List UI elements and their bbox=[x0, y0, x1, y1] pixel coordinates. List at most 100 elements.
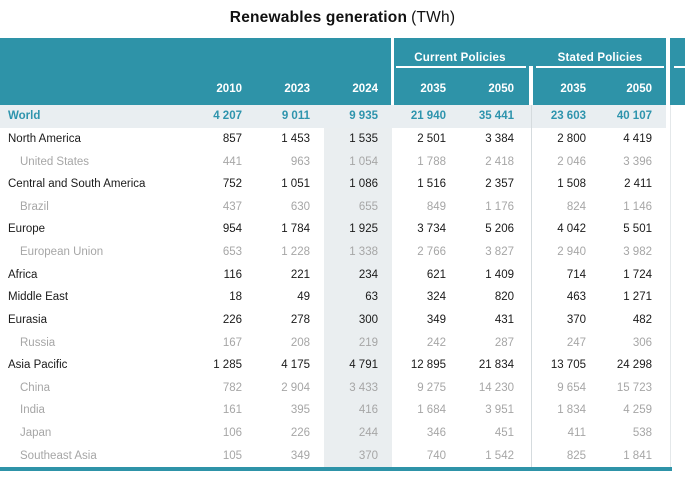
row-value: 395 bbox=[290, 404, 310, 417]
row-value: 451 bbox=[494, 427, 514, 440]
row-value: 740 bbox=[426, 449, 446, 462]
row-value: 4 042 bbox=[557, 223, 586, 236]
col-header-cp-2050: 2050 bbox=[488, 82, 514, 95]
header-divider-historical bbox=[391, 38, 394, 105]
spacer bbox=[666, 331, 685, 354]
body-right-divider-line bbox=[670, 105, 671, 467]
group-current-policies: Current Policies bbox=[414, 52, 506, 64]
row-value: 9 011 bbox=[256, 105, 324, 128]
row-value: 9 275 bbox=[417, 381, 446, 394]
row-value: 1 271 bbox=[623, 291, 652, 304]
current-policies-underline bbox=[396, 66, 526, 68]
row-value: 1 542 bbox=[485, 449, 514, 462]
row-value: 247 bbox=[566, 336, 586, 349]
row-value: 441 bbox=[222, 155, 242, 168]
row-value: 630 bbox=[290, 200, 310, 213]
table-row: European Union 653 1 228 1 338 2 766 3 8… bbox=[0, 240, 685, 264]
row-value: 208 bbox=[290, 336, 310, 349]
row-value: 431 bbox=[494, 313, 514, 326]
spacer bbox=[666, 196, 685, 219]
col-header-2023: 2023 bbox=[284, 82, 310, 95]
row-label: Brazil bbox=[20, 200, 49, 213]
row-value: 9 654 bbox=[557, 381, 586, 394]
row-value: 18 bbox=[229, 291, 242, 304]
stated-policies-underline bbox=[536, 66, 664, 68]
row-value: 116 bbox=[223, 268, 242, 281]
row-value: 714 bbox=[566, 268, 586, 281]
row-value: 13 705 bbox=[550, 359, 586, 372]
header-divider-right bbox=[666, 38, 670, 105]
row-value: 1 925 bbox=[324, 218, 392, 241]
row-value: 349 bbox=[426, 313, 446, 326]
row-value: 370 bbox=[324, 444, 392, 467]
row-value: 105 bbox=[222, 449, 242, 462]
row-label: Middle East bbox=[8, 291, 69, 304]
spacer bbox=[666, 354, 685, 377]
row-value: 234 bbox=[324, 263, 392, 286]
row-label: India bbox=[20, 404, 45, 417]
row-value: 12 895 bbox=[410, 359, 446, 372]
row-value: 324 bbox=[426, 291, 446, 304]
scenario-group-row: Current Policies Stated Policies bbox=[0, 38, 685, 66]
row-label: Southeast Asia bbox=[20, 449, 97, 462]
table-row: World 4 207 9 011 9 935 21 940 35 441 23… bbox=[0, 105, 685, 128]
spacer bbox=[666, 128, 685, 151]
table-row: Africa 116 221 234 621 1 409 714 1 724 bbox=[0, 263, 685, 286]
row-value: 3 384 bbox=[485, 132, 514, 145]
row-value: 221 bbox=[290, 268, 310, 281]
row-value: 1 453 bbox=[281, 132, 310, 145]
row-value: 1 228 bbox=[281, 246, 310, 259]
row-value: 1 784 bbox=[281, 223, 310, 236]
page-title: Renewables generation (TWh) bbox=[0, 9, 685, 27]
row-value: 954 bbox=[222, 223, 242, 236]
row-value: 3 396 bbox=[623, 155, 652, 168]
row-value: 2 418 bbox=[485, 155, 514, 168]
row-value: 219 bbox=[324, 331, 392, 354]
body-group-divider-line bbox=[531, 105, 532, 467]
row-label: Russia bbox=[20, 336, 56, 349]
row-value: 35 441 bbox=[460, 105, 528, 128]
col-header-sp-2050: 2050 bbox=[626, 82, 652, 95]
row-value: 849 bbox=[426, 200, 446, 213]
row-value: 5 206 bbox=[485, 223, 514, 236]
table-row: Europe 954 1 784 1 925 3 734 5 206 4 042… bbox=[0, 218, 685, 241]
row-value: 226 bbox=[290, 427, 310, 440]
row-value: 1 788 bbox=[417, 155, 446, 168]
row-value: 24 298 bbox=[616, 359, 652, 372]
spacer bbox=[666, 218, 685, 241]
spacer bbox=[666, 105, 685, 128]
row-value: 3 951 bbox=[485, 404, 514, 417]
spacer bbox=[666, 173, 685, 196]
row-value: 349 bbox=[290, 449, 310, 462]
table-header: Current Policies Stated Policies 2010 20… bbox=[0, 38, 685, 105]
table-row: Japan 106 226 244 346 451 411 538 bbox=[0, 421, 685, 445]
table-row: Eurasia 226 278 300 349 431 370 482 bbox=[0, 308, 685, 332]
row-value: 1 724 bbox=[623, 268, 652, 281]
spacer bbox=[666, 263, 685, 286]
row-label: European Union bbox=[20, 246, 104, 259]
table-row: United States 441 963 1 054 1 788 2 418 … bbox=[0, 150, 685, 173]
spacer bbox=[666, 309, 685, 332]
row-value: 3 433 bbox=[324, 376, 392, 400]
row-value: 49 bbox=[297, 291, 310, 304]
row-value: 278 bbox=[290, 313, 310, 326]
row-value: 23 603 bbox=[534, 105, 600, 128]
row-value: 963 bbox=[290, 155, 310, 168]
row-value: 4 419 bbox=[623, 132, 652, 145]
row-value: 1 535 bbox=[324, 127, 392, 151]
row-value: 1 338 bbox=[324, 240, 392, 264]
row-value: 5 501 bbox=[623, 223, 652, 236]
table-bottom-rule bbox=[0, 467, 672, 471]
row-value: 2 046 bbox=[557, 155, 586, 168]
row-value: 1 409 bbox=[485, 268, 514, 281]
row-value: 3 827 bbox=[485, 246, 514, 259]
row-label: Eurasia bbox=[8, 313, 47, 326]
title-unit: (TWh) bbox=[411, 9, 456, 26]
table-row: India 161 395 416 1 684 3 951 1 834 4 25… bbox=[0, 399, 685, 422]
row-value: 820 bbox=[494, 291, 514, 304]
year-header-row: 2010 2023 2024 2035 2050 2035 2050 bbox=[0, 66, 685, 105]
row-value: 1 834 bbox=[557, 404, 586, 417]
row-value: 538 bbox=[632, 427, 652, 440]
row-label: China bbox=[20, 381, 51, 394]
table-body: World 4 207 9 011 9 935 21 940 35 441 23… bbox=[0, 105, 685, 467]
